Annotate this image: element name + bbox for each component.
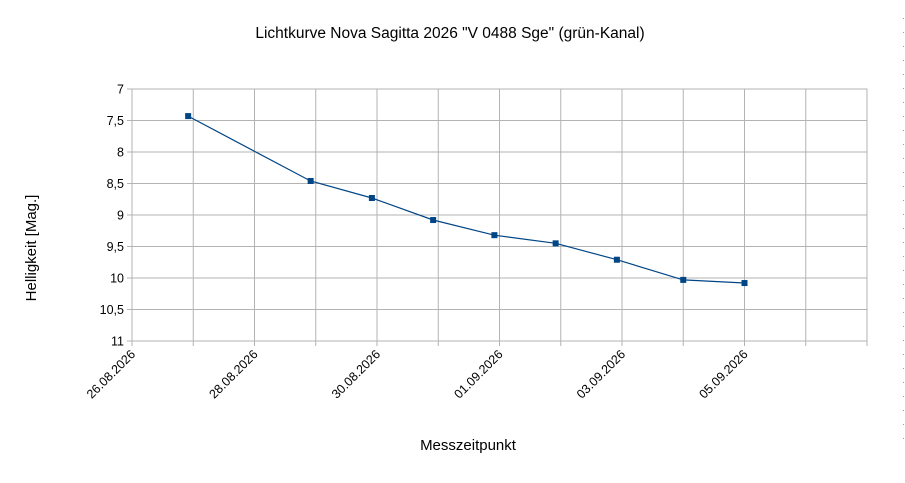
edge-dot <box>903 382 904 383</box>
data-point <box>185 113 192 120</box>
y-tick-label: 9,5 <box>107 240 124 254</box>
series-line <box>187 115 745 284</box>
x-tick-label: 03.09.2026 <box>574 347 628 401</box>
edge-dots <box>903 18 904 439</box>
edge-dot <box>903 256 904 257</box>
grid <box>127 88 868 346</box>
y-tick-label: 9 <box>117 209 124 223</box>
edge-dot <box>903 116 904 117</box>
x-axis-ticks: 26.08.2026 28.08.2026 30.08.2026 01.09.2026… <box>84 347 751 401</box>
edge-dot <box>903 326 904 327</box>
data-point <box>613 256 620 263</box>
x-tick-label: 05.09.2026 <box>696 347 750 401</box>
edge-dot <box>903 228 904 229</box>
edge-dot <box>903 438 904 439</box>
y-tick-label: 8 <box>117 146 124 160</box>
edge-dot <box>903 270 904 271</box>
y-tick-label: 10 <box>110 272 124 286</box>
x-tick-label: 26.08.2026 <box>84 347 138 401</box>
y-tick-label: 8,5 <box>107 177 124 191</box>
x-tick-label: 30.08.2026 <box>329 347 383 401</box>
edge-dot <box>903 18 904 19</box>
edge-dot <box>903 368 904 369</box>
x-tick-label: 01.09.2026 <box>451 347 505 401</box>
x-axis-label: Messzeitpunkt <box>420 437 517 454</box>
edge-dot <box>903 214 904 215</box>
edge-dot <box>903 410 904 411</box>
edge-dot <box>903 186 904 187</box>
x-tick-label: 28.08.2026 <box>206 347 260 401</box>
edge-dot <box>903 172 904 173</box>
edge-dot <box>903 144 904 145</box>
data-point <box>491 232 498 239</box>
y-axis-label: Helligkeit [Mag.] <box>23 195 40 302</box>
edge-dot <box>903 46 904 47</box>
data-point <box>741 280 748 287</box>
data-point <box>368 194 375 201</box>
edge-dot <box>903 32 904 33</box>
y-axis-ticks: 7 7,5 8 8,5 9 9,5 10 10,5 11 <box>100 83 124 349</box>
edge-dot <box>903 200 904 201</box>
edge-dot <box>903 242 904 243</box>
edge-dot <box>903 60 904 61</box>
y-tick-label: 10,5 <box>100 303 124 317</box>
data-point <box>430 217 437 224</box>
data-point <box>552 240 559 247</box>
edge-dot <box>903 424 904 425</box>
edge-dot <box>903 298 904 299</box>
edge-dot <box>903 130 904 131</box>
y-tick-label: 7 <box>117 83 124 97</box>
edge-dot <box>903 340 904 341</box>
edge-dot <box>903 312 904 313</box>
y-tick-label: 7,5 <box>107 114 124 128</box>
edge-dot <box>903 158 904 159</box>
edge-dot <box>903 396 904 397</box>
edge-dot <box>903 74 904 75</box>
data-point <box>307 177 314 184</box>
y-tick-label: 11 <box>111 335 124 349</box>
plot-area <box>131 88 868 342</box>
data-points <box>185 113 748 287</box>
data-point <box>680 276 687 283</box>
edge-dot <box>903 284 904 285</box>
edge-dot <box>903 102 904 103</box>
chart-title: Lichtkurve Nova Sagitta 2026 "V 0488 Sge… <box>255 25 644 42</box>
edge-dot <box>903 88 904 89</box>
edge-dot <box>903 354 904 355</box>
